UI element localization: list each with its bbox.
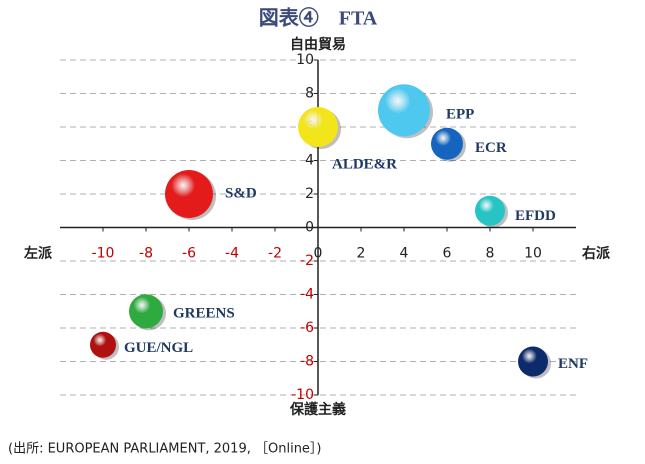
y-tick-label: -8	[300, 354, 314, 370]
y-label-bottom: 保護主義	[289, 401, 346, 418]
chart-title: 図表④ FTA	[259, 6, 378, 30]
y-tick-label: -6	[300, 320, 314, 336]
source: (出所: EUROPEAN PARLIAMENT, 2019, ［Online］…	[8, 442, 322, 457]
x-tick-label: -4	[225, 246, 239, 262]
y-tick-label: 10	[296, 52, 314, 68]
y-tick-label: 4	[305, 153, 314, 169]
bubble	[378, 84, 430, 137]
x-label-left: 左派	[23, 245, 53, 262]
x-tick-label: 10	[524, 246, 542, 262]
bubble	[165, 170, 213, 218]
bubble-label: EFDD	[515, 208, 556, 224]
bubble-label: ECR	[475, 140, 507, 156]
bubble-label: S&D	[225, 185, 257, 201]
x-tick-label: 4	[400, 246, 409, 262]
bubble-label: GUE/NGL	[124, 340, 193, 356]
x-tick-label: -2	[268, 246, 282, 262]
bubble	[431, 127, 463, 160]
x-tick-label: -8	[139, 246, 153, 262]
x-tick-label: 2	[357, 246, 366, 262]
bubble-label: EPP	[446, 107, 474, 123]
y-tick-label: -4	[300, 287, 314, 303]
x-tick-label: 6	[443, 246, 452, 262]
bubble	[129, 294, 163, 329]
y-tick-label: -2	[300, 253, 314, 269]
bubble-label: ENF	[558, 356, 588, 372]
bubble-label: ALDE&R	[332, 156, 397, 172]
x-tick-label: -10	[92, 246, 115, 262]
y-tick-label: 8	[305, 86, 314, 102]
x-tick-label: 8	[486, 246, 495, 262]
x-tick-label: -6	[182, 246, 196, 262]
bubble	[298, 107, 338, 147]
y-tick-label: 2	[305, 186, 314, 202]
bubble	[475, 195, 505, 226]
y-tick-label: -10	[291, 387, 314, 403]
y-label-top: 自由貿易	[290, 36, 346, 53]
bubble-label: GREENS	[173, 306, 235, 322]
bubble	[90, 331, 116, 358]
bubble	[518, 346, 548, 377]
x-label-right: 右派	[581, 245, 611, 262]
